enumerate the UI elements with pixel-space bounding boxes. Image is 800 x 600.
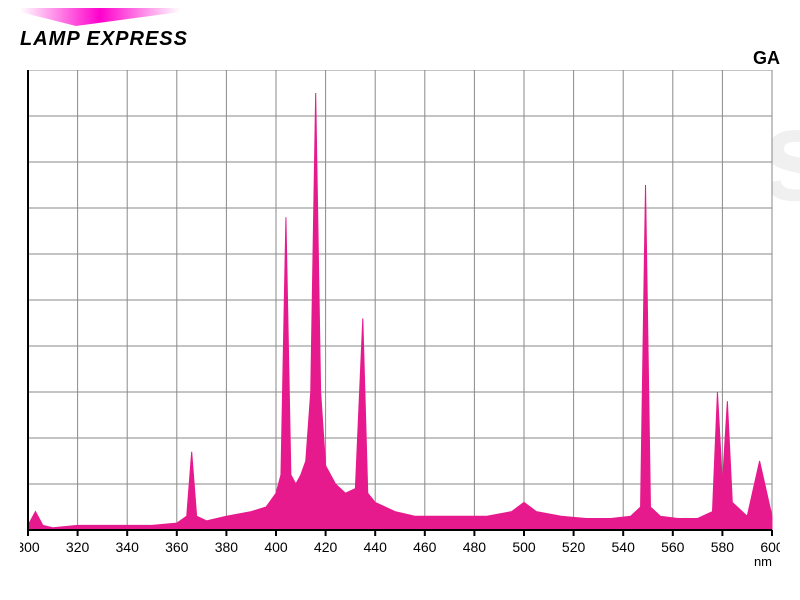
svg-text:340: 340 [116,539,140,555]
svg-text:460: 460 [413,539,437,555]
svg-text:nm: nm [754,554,772,569]
spectrum-chart: 300 320 340 360 380 400 420 440 460 480 500 520 540 5… [20,70,780,570]
svg-text:440: 440 [364,539,388,555]
logo: LAMP EXPRESS [20,8,188,51]
svg-text:540: 540 [612,539,636,555]
svg-text:400: 400 [264,539,288,555]
logo-text: LAMP EXPRESS [20,28,188,51]
svg-text:480: 480 [463,539,487,555]
svg-text:600: 600 [760,539,780,555]
svg-text:580: 580 [711,539,735,555]
logo-arrow-icon [20,8,180,26]
svg-text:300: 300 [20,539,40,555]
series-code-label: GA [753,48,780,69]
svg-text:380: 380 [215,539,239,555]
page-root: LAMP EXPRESS GA LampExpress 300320340360… [0,0,800,600]
spectrum-chart-svg: 300 320 340 360 380 400 420 440 460 480 500 520 540 5… [20,70,780,570]
svg-text:520: 520 [562,539,586,555]
svg-text:500: 500 [512,539,536,555]
svg-text:560: 560 [661,539,685,555]
svg-text:420: 420 [314,539,338,555]
svg-text:320: 320 [66,539,90,555]
svg-text:360: 360 [165,539,189,555]
